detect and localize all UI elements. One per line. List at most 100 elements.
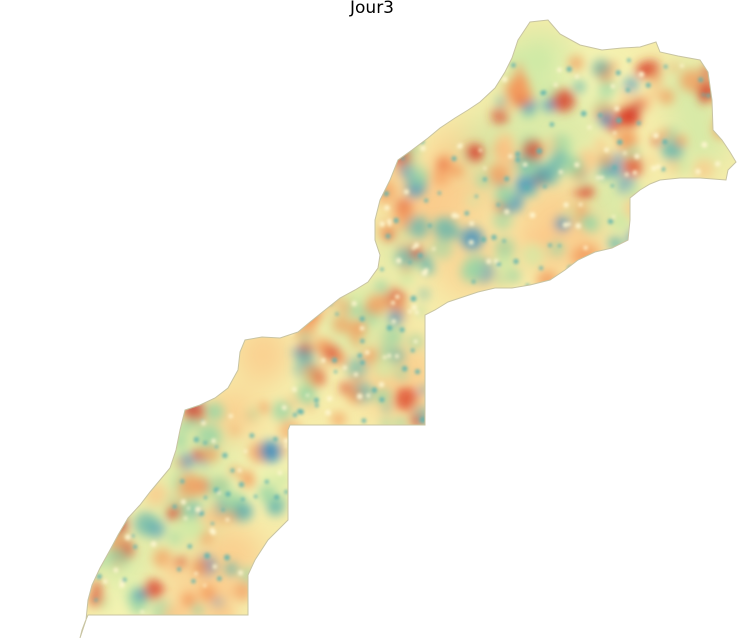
station-dot	[553, 286, 558, 291]
warm-spot	[514, 63, 524, 73]
station-dot	[249, 433, 255, 438]
station-dot	[240, 497, 245, 502]
station-dot	[209, 527, 215, 534]
cool-spot	[382, 403, 391, 413]
station-dot	[360, 338, 365, 344]
station-dot	[451, 212, 458, 219]
cool-spot	[563, 155, 584, 177]
station-dot	[187, 506, 191, 510]
station-dot	[212, 564, 218, 569]
station-dot	[515, 157, 521, 163]
warm-spot	[589, 274, 608, 293]
station-dot	[580, 110, 587, 117]
warm-spot	[379, 164, 395, 180]
warm-spot	[568, 55, 584, 71]
station-dot	[332, 357, 338, 363]
station-dot	[180, 479, 185, 484]
cool-spot	[610, 211, 631, 232]
station-dot	[471, 279, 476, 284]
warm-spot	[574, 229, 587, 242]
station-dot	[501, 76, 508, 83]
cool-spot	[665, 127, 679, 141]
cool-spot	[407, 216, 430, 239]
cool-spot	[387, 309, 404, 326]
station-dot	[401, 365, 408, 372]
cool-spot	[419, 386, 428, 395]
cool-spot	[494, 237, 515, 258]
station-dot	[172, 504, 177, 509]
station-dot	[504, 176, 510, 182]
cool-spot	[405, 157, 424, 177]
station-dot	[284, 444, 288, 448]
station-dot	[314, 403, 319, 408]
station-dot	[378, 381, 385, 388]
station-dot	[353, 372, 359, 377]
cool-spot	[174, 435, 187, 448]
station-dot	[410, 348, 415, 353]
warm-spot	[504, 81, 522, 98]
warm-spot	[699, 65, 715, 80]
station-dot	[193, 436, 200, 443]
station-dot	[413, 242, 420, 249]
station-dot	[391, 319, 396, 324]
warm-spot	[570, 246, 592, 267]
station-dot	[424, 198, 429, 203]
station-dot	[482, 177, 487, 182]
station-dot	[625, 87, 631, 93]
warm-spot	[535, 228, 556, 248]
station-dot	[225, 517, 230, 522]
warm-spot	[181, 592, 197, 608]
warm-spot	[525, 231, 536, 242]
station-dot	[195, 506, 201, 513]
warm-spot	[230, 426, 240, 435]
warm-spot	[297, 300, 321, 324]
warm-spot	[306, 402, 315, 411]
station-dot	[716, 72, 722, 78]
station-dot	[224, 554, 230, 561]
station-dot	[610, 84, 616, 89]
station-dot	[701, 141, 708, 148]
warm-spot	[104, 514, 128, 538]
warm-spot	[636, 93, 654, 112]
warm-spot	[522, 139, 544, 161]
warm-spot	[646, 154, 658, 166]
station-dot	[292, 412, 298, 418]
station-dot	[566, 66, 572, 72]
station-dot	[203, 495, 208, 500]
cool-spot	[419, 288, 430, 300]
station-dot	[617, 139, 623, 145]
station-dot	[386, 218, 392, 224]
cool-spot	[259, 440, 281, 462]
station-dot	[305, 393, 310, 397]
warm-spot	[649, 72, 663, 86]
cool-spot	[399, 271, 414, 286]
cool-spot	[521, 243, 545, 267]
cool-spot	[381, 326, 403, 347]
station-dot	[557, 67, 562, 73]
station-dot	[411, 246, 416, 250]
station-dot	[359, 360, 365, 366]
station-dot	[451, 156, 457, 162]
station-dot	[119, 582, 125, 588]
station-dot	[600, 175, 604, 180]
station-dot	[213, 487, 220, 493]
cool-spot	[551, 133, 571, 153]
station-dot	[723, 78, 727, 83]
station-dot	[548, 243, 552, 248]
station-dot	[238, 570, 244, 576]
station-dot	[380, 267, 384, 272]
station-dot	[124, 534, 131, 541]
station-dot	[558, 170, 563, 174]
warm-spot	[108, 499, 123, 515]
warm-spot	[332, 316, 350, 334]
warm-spot	[670, 63, 679, 72]
station-dot	[395, 294, 400, 299]
station-dot	[427, 223, 432, 228]
station-dot	[486, 258, 492, 264]
station-dot	[496, 262, 502, 267]
station-dot	[187, 544, 193, 549]
cool-spot	[573, 80, 586, 93]
warm-spot	[609, 61, 619, 71]
